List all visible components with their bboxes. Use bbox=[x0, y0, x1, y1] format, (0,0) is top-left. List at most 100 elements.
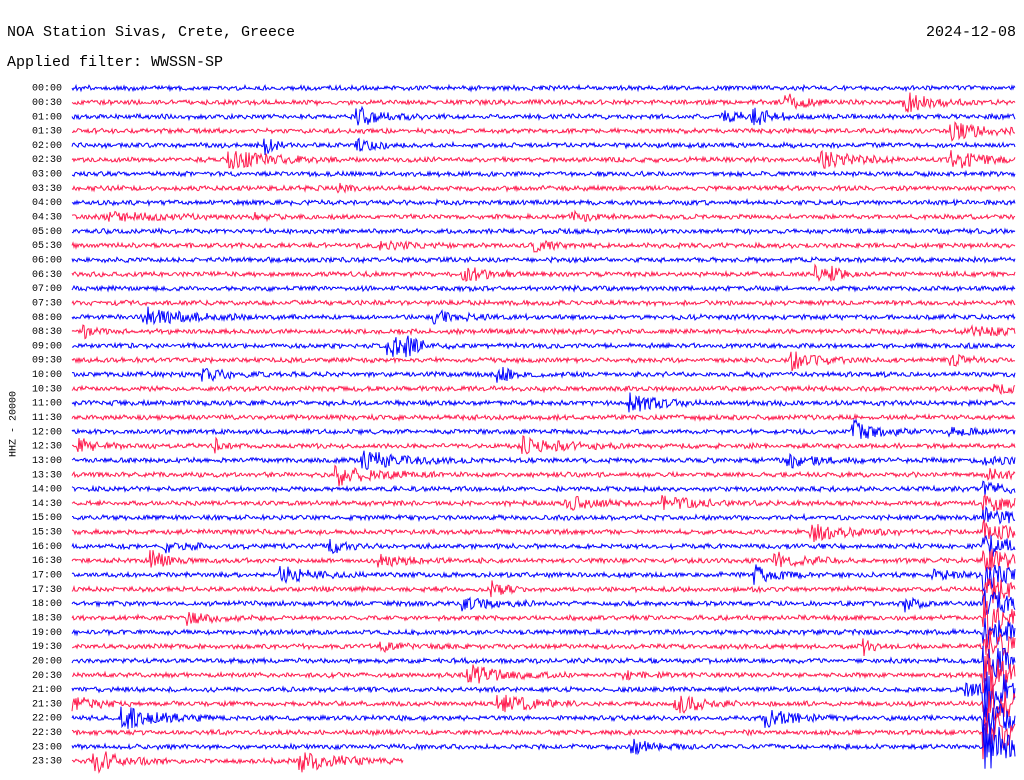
trace bbox=[71, 480, 1016, 497]
trace bbox=[71, 577, 1016, 605]
trace bbox=[71, 652, 1016, 694]
trace bbox=[71, 671, 1016, 715]
trace bbox=[72, 505, 1016, 525]
row-label: 21:30 bbox=[32, 699, 62, 710]
row-label: 03:00 bbox=[32, 170, 62, 181]
trace bbox=[71, 209, 1016, 223]
row-label: 20:30 bbox=[32, 671, 62, 682]
trace bbox=[71, 450, 1016, 471]
trace bbox=[71, 534, 1016, 558]
row-label: 11:00 bbox=[32, 399, 62, 410]
row-label: 08:30 bbox=[32, 327, 62, 338]
trace bbox=[71, 169, 1016, 179]
row-label: 01:00 bbox=[32, 112, 62, 123]
row-label: 07:30 bbox=[32, 298, 62, 309]
trace bbox=[71, 494, 1016, 513]
row-label: 05:30 bbox=[32, 241, 62, 252]
trace bbox=[71, 92, 1016, 113]
row-label: 09:00 bbox=[32, 341, 62, 352]
station-title: NOA Station Sivas, Crete, Greece bbox=[7, 24, 295, 41]
row-label: 02:00 bbox=[32, 141, 62, 152]
row-label: 15:00 bbox=[32, 513, 62, 524]
row-label: 17:30 bbox=[32, 585, 62, 596]
row-label: 21:00 bbox=[32, 685, 62, 696]
row-label: 11:30 bbox=[32, 413, 62, 424]
traces bbox=[71, 83, 1016, 774]
trace bbox=[71, 696, 1016, 743]
trace bbox=[71, 435, 1016, 455]
row-label: 00:00 bbox=[32, 84, 62, 95]
trace bbox=[71, 298, 1016, 308]
trace bbox=[71, 600, 1016, 637]
row-label: 09:30 bbox=[32, 356, 62, 367]
row-label: 14:30 bbox=[32, 499, 62, 510]
filter-label: Applied filter: WWSSN-SP bbox=[7, 54, 223, 71]
trace bbox=[71, 712, 1016, 760]
trace bbox=[71, 645, 1016, 683]
trace bbox=[71, 392, 1016, 413]
row-label: 19:30 bbox=[32, 642, 62, 653]
row-label: 22:30 bbox=[32, 728, 62, 739]
trace bbox=[71, 618, 1016, 649]
row-label: 16:00 bbox=[32, 542, 62, 553]
row-label: 18:30 bbox=[32, 613, 62, 624]
trace bbox=[71, 519, 1016, 543]
trace bbox=[71, 284, 1016, 293]
row-label: 16:30 bbox=[32, 556, 62, 567]
trace bbox=[71, 631, 1016, 657]
row-label: 06:00 bbox=[32, 255, 62, 266]
row-label: 10:00 bbox=[32, 370, 62, 381]
trace bbox=[71, 324, 1016, 340]
trace bbox=[71, 227, 1016, 236]
row-label: 22:00 bbox=[32, 714, 62, 725]
trace bbox=[71, 197, 1016, 207]
trace bbox=[71, 182, 1016, 194]
row-label: 15:30 bbox=[32, 528, 62, 539]
row-label: 04:30 bbox=[32, 213, 62, 224]
trace bbox=[71, 683, 1016, 727]
trace bbox=[71, 418, 1016, 439]
trace bbox=[71, 412, 1016, 422]
trace bbox=[71, 335, 1016, 358]
trace bbox=[71, 149, 1016, 170]
trace bbox=[71, 751, 404, 774]
trace bbox=[71, 589, 1016, 615]
row-label: 06:30 bbox=[32, 270, 62, 281]
row-label: 23:00 bbox=[32, 742, 62, 753]
trace bbox=[71, 366, 1016, 383]
trace bbox=[71, 239, 1016, 253]
row-label: 10:30 bbox=[32, 384, 62, 395]
row-label: 03:30 bbox=[32, 184, 62, 195]
row-label: 14:00 bbox=[32, 485, 62, 496]
row-label: 00:30 bbox=[32, 98, 62, 109]
row-label: 17:00 bbox=[32, 571, 62, 582]
trace bbox=[71, 549, 1016, 572]
trace bbox=[71, 121, 1015, 142]
row-label: 13:00 bbox=[32, 456, 62, 467]
trace bbox=[71, 564, 1016, 593]
trace bbox=[71, 722, 1016, 769]
row-label: 05:00 bbox=[32, 227, 62, 238]
channel-label: HHZ - 20000 bbox=[9, 391, 20, 457]
row-label: 23:30 bbox=[32, 757, 62, 768]
row-label: 20:00 bbox=[32, 656, 62, 667]
trace bbox=[71, 105, 1016, 126]
row-label: 07:00 bbox=[32, 284, 62, 295]
trace bbox=[71, 263, 1016, 282]
trace bbox=[71, 255, 1016, 265]
row-label: 12:30 bbox=[32, 442, 62, 453]
row-label: 13:30 bbox=[32, 470, 62, 481]
row-label: 02:30 bbox=[32, 155, 62, 166]
trace bbox=[71, 83, 1016, 93]
date: 2024-12-08 bbox=[926, 24, 1016, 41]
row-label: 08:00 bbox=[32, 313, 62, 324]
trace bbox=[71, 383, 1016, 396]
trace bbox=[71, 137, 1016, 156]
row-label: 18:00 bbox=[32, 599, 62, 610]
trace bbox=[71, 464, 1016, 487]
row-label: 01:30 bbox=[32, 127, 62, 138]
trace bbox=[71, 351, 1016, 372]
row-label: 19:00 bbox=[32, 628, 62, 639]
row-label: 12:00 bbox=[32, 427, 62, 438]
